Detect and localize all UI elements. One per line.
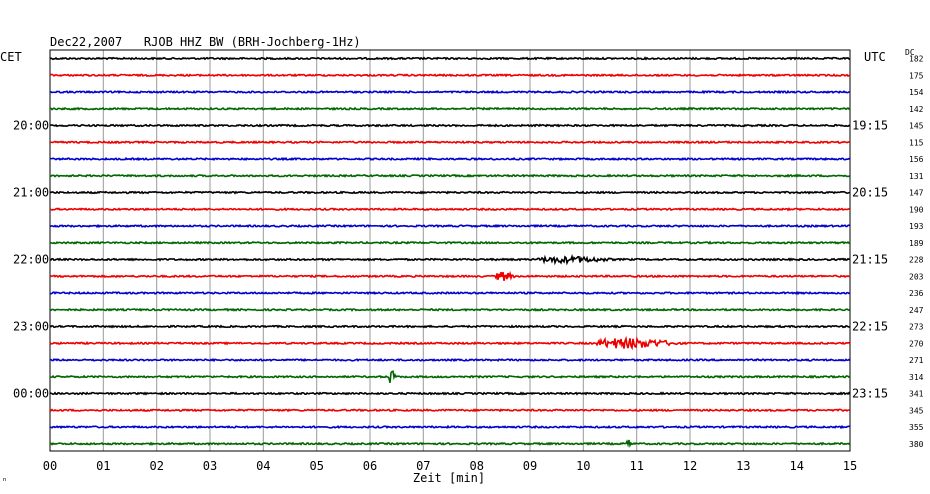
dc-value-label: 341 [909, 390, 924, 399]
x-tick-label: 07 [416, 459, 430, 473]
dc-value-label: 314 [909, 373, 924, 382]
left-timezone-label: CET [0, 50, 22, 64]
cet-hour-label: 22:00 [13, 253, 49, 267]
right-timezone-label: UTC [864, 50, 886, 64]
dc-value-label: 247 [909, 306, 924, 315]
x-tick-label: 12 [683, 459, 697, 473]
dc-value-label: 270 [909, 339, 924, 348]
seismic-trace [49, 173, 851, 178]
dc-value-label: 228 [909, 256, 924, 265]
seismic-trace [49, 73, 851, 78]
seismic-trace [49, 270, 851, 281]
dc-value-label: 154 [909, 88, 924, 97]
x-tick-label: 03 [203, 459, 217, 473]
cet-hour-label: 20:00 [13, 119, 49, 133]
seismic-trace [49, 106, 851, 111]
cet-hour-label: 23:00 [13, 320, 49, 334]
utc-hour-label: 22:15 [852, 320, 888, 334]
dc-value-label: 189 [909, 239, 924, 248]
dc-value-label: 156 [909, 155, 924, 164]
dc-value-label: 203 [909, 272, 924, 281]
seismic-trace [49, 391, 851, 396]
utc-hour-label: 21:15 [852, 253, 888, 267]
utc-hour-label: 20:15 [852, 186, 888, 200]
x-tick-label: 13 [736, 459, 750, 473]
dc-value-label: 115 [909, 138, 924, 147]
seismic-trace [49, 123, 851, 128]
dc-value-label: 236 [909, 289, 924, 298]
x-tick-label: 06 [363, 459, 377, 473]
seismic-trace [49, 307, 851, 312]
seismic-trace [49, 424, 851, 430]
seismic-trace [49, 56, 851, 61]
x-axis-label: Zeit [min] [413, 471, 485, 485]
x-tick-label: 09 [523, 459, 537, 473]
x-tick-label: 14 [789, 459, 803, 473]
dc-value-label: 380 [909, 440, 924, 449]
x-tick-label: 02 [149, 459, 163, 473]
seismic-trace [49, 290, 851, 296]
x-tick-label: 10 [576, 459, 590, 473]
dc-value-label: 345 [909, 406, 924, 415]
dc-value-label: 271 [909, 356, 924, 365]
dc-value-label: 190 [909, 205, 924, 214]
cet-hour-label: 21:00 [13, 186, 49, 200]
chart-title: Dec22,2007 RJOB HHZ BW (BRH-Jochberg-1Hz… [50, 35, 361, 49]
seismic-trace [49, 253, 851, 266]
x-tick-label: 11 [629, 459, 643, 473]
seismic-trace [49, 335, 851, 351]
dc-value-label: 145 [909, 122, 924, 131]
seismic-trace [49, 207, 851, 212]
seismic-trace [49, 140, 851, 145]
seismic-trace [49, 156, 851, 162]
dc-value-label: 175 [909, 71, 924, 80]
seismic-trace [49, 89, 851, 95]
utc-hour-label: 23:15 [852, 387, 888, 401]
seismic-trace [49, 223, 851, 229]
x-tick-label: 00 [43, 459, 57, 473]
dc-value-label: 182 [909, 55, 924, 64]
x-tick-label: 04 [256, 459, 270, 473]
x-tick-label: 05 [309, 459, 323, 473]
seismic-trace [49, 190, 851, 195]
dc-label: DC [905, 48, 915, 57]
x-tick-label: 08 [469, 459, 483, 473]
cet-hour-label: 00:00 [13, 387, 49, 401]
seismic-trace [49, 357, 851, 363]
dc-value-label: 131 [909, 172, 924, 181]
dc-value-label: 273 [909, 323, 924, 332]
seismic-trace [49, 370, 851, 383]
corner-mark: ⁿ [2, 477, 8, 487]
seismic-trace [49, 439, 851, 448]
plot-frame [49, 49, 851, 452]
dc-value-label: 147 [909, 189, 924, 198]
dc-value-label: 355 [909, 423, 924, 432]
utc-hour-label: 19:15 [852, 119, 888, 133]
seismic-trace [49, 240, 851, 245]
seismic-trace [49, 408, 851, 413]
seismic-trace [49, 324, 851, 329]
x-tick-label: 01 [96, 459, 110, 473]
dc-value-label: 142 [909, 105, 924, 114]
dc-value-label: 193 [909, 222, 924, 231]
x-tick-label: 15 [843, 459, 857, 473]
